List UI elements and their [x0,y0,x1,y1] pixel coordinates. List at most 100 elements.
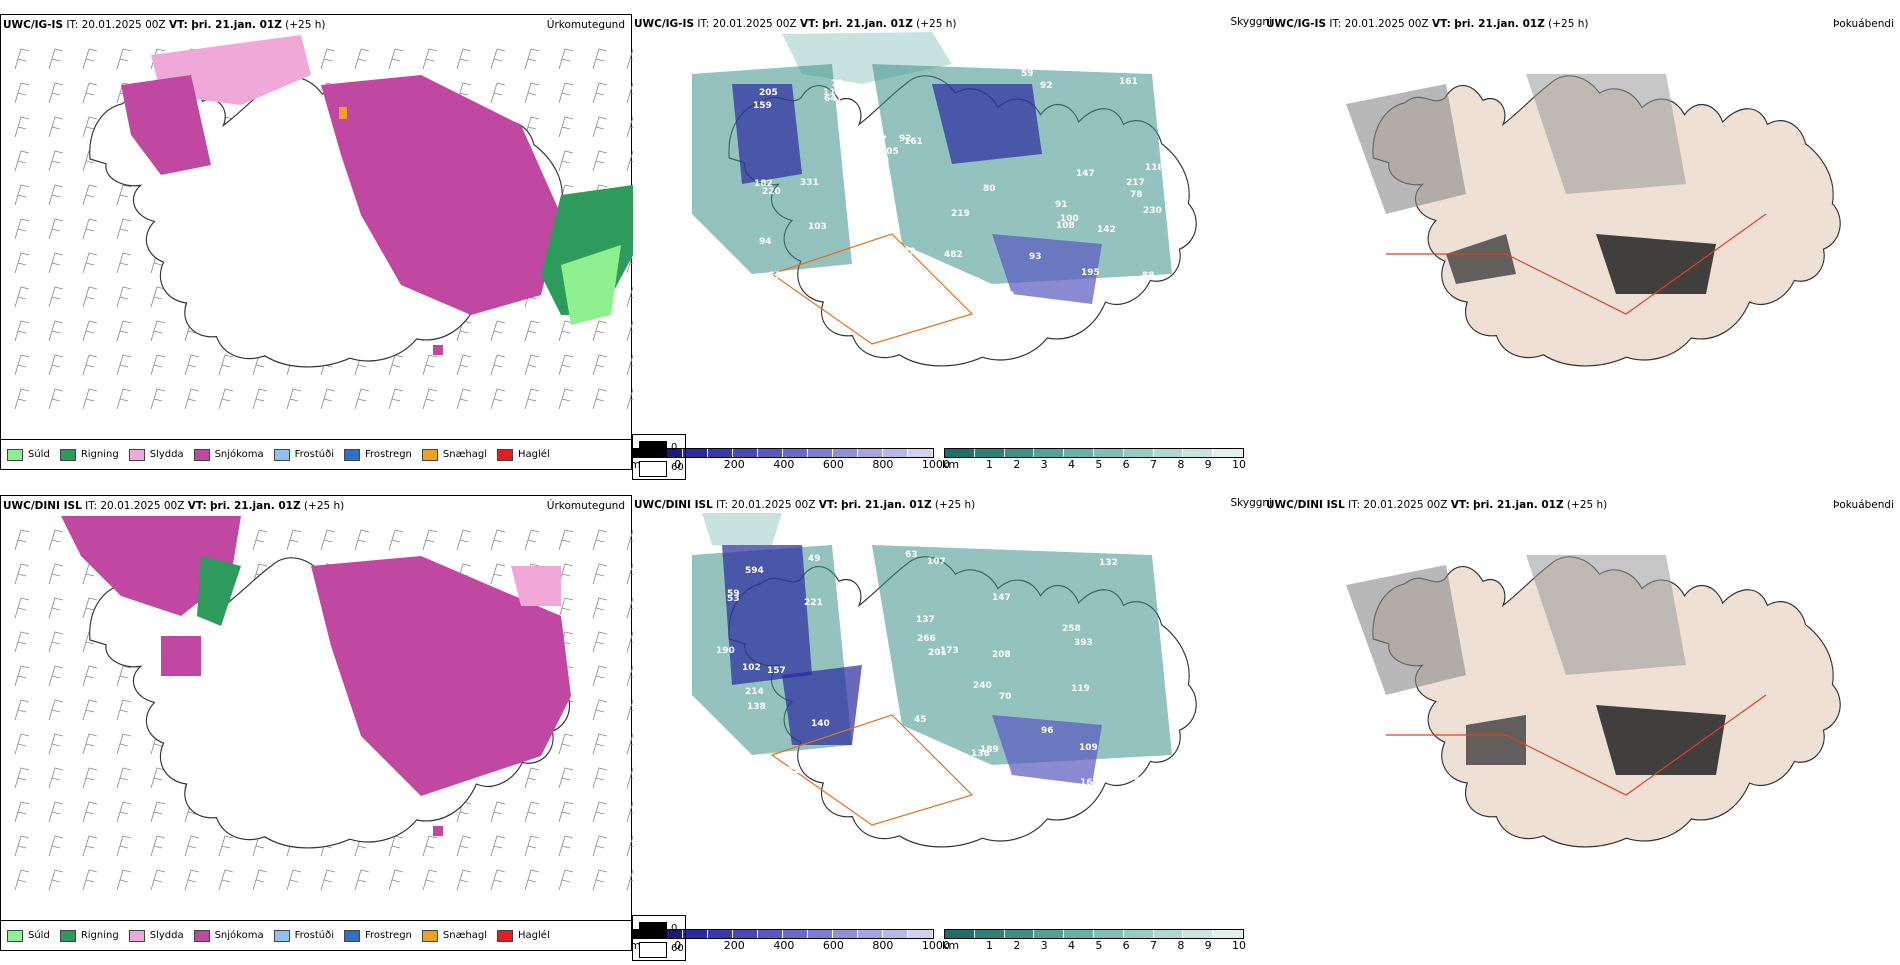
wind-barb [524,82,540,104]
ceiling-value-label: 104 [1121,774,1140,784]
colorbar-tick: 3 [1040,939,1048,952]
ceiling-value-label: 68 [849,765,862,775]
legend-item-drizzle: Súld [7,929,50,942]
wind-barb [388,354,404,376]
colorbar-cell [683,930,708,938]
low-vis-east [872,545,1172,765]
wind-barb [82,82,98,104]
wind-barb [558,354,574,376]
wind-barb [82,252,98,274]
precip-type-panel: UWC/IG-IS IT: 20.01.2025 00Z VT: þri. 21… [0,14,633,470]
road-network [1386,694,1767,796]
ceiling-value-label: 70 [999,692,1012,702]
wind-barb [558,116,574,138]
snow-spot-2 [433,826,443,836]
ceiling-value-label: 109 [1079,743,1098,753]
vt-label: VT: [168,19,188,31]
ceiling-value-label: 166 [1080,778,1099,788]
wind-barb [82,354,98,376]
wind-barb [48,116,64,138]
ceiling-value-labels: 190 107 258 92 59 104 157 147 137 132 173 119 63 53 22… [716,550,1177,788]
ceiling-value-labels: 91 78 136 71 161 195 94 92 157 164 159 182 205 88 229 1… [753,69,1183,301]
wind-barb [524,388,540,410]
wind-barb [490,835,506,857]
wind-barb [592,48,608,70]
colorbar-tick: 10 [1232,458,1246,471]
vt-value: þri. 21.jan. 01Z [822,18,913,30]
ceiling-value-label: 142 [1097,225,1116,235]
wind-barb [524,48,540,70]
wind-barb [626,286,633,308]
wind-barb [558,388,574,410]
wind-barb [14,150,30,172]
colorbar-tick: 7 [1150,458,1157,471]
wind-barb [48,252,64,274]
ceiling-value-label: 594 [745,566,764,576]
wind-barb [354,529,370,551]
colorbar-cell [733,930,758,938]
ceiling-value-label: 136 [769,271,788,281]
wind-barb [558,835,574,857]
wind-barb [626,320,633,342]
colorbar-tick: 400 [773,939,795,952]
panel-header: UWC/DINI ISL IT: 20.01.2025 00Z VT: þri.… [634,499,975,511]
low-ceiling-1 [732,84,802,184]
legend-item-drizzle: Súld [7,448,50,461]
precip-type-map [14,516,633,891]
wind-barb [626,665,633,687]
wind-barb [558,869,574,891]
vt-value: þri. 21.jan. 01Z [210,500,301,512]
snow-area-2 [311,556,571,796]
wind-barb [48,218,64,240]
colorbar-cell [733,449,758,457]
wind-barb [82,801,98,823]
wind-barb [592,699,608,721]
colorbar-cell [783,930,808,938]
ceiling-value-label: 162 [1158,580,1177,590]
wind-barb [48,388,64,410]
wind-barb [422,48,438,70]
colorbar-cell [1034,449,1065,457]
wind-barb [626,252,633,274]
wind-barb [48,835,64,857]
ceiling-value-label: 49 [808,554,821,564]
wind-barb [354,48,370,70]
legend-swatch [7,448,23,461]
wind-barb [48,354,64,376]
wind-barb [422,354,438,376]
legend-swatch [128,929,145,942]
ceiling-value-label: 59 [727,589,740,599]
colorbar-cell [1034,930,1065,938]
colorbar-cell [658,930,683,938]
ceiling-value-label: 91 [969,277,982,287]
legend-item-sleet: Slydda [128,929,184,942]
wind-barb [592,631,608,653]
it-label: IT: [66,19,79,31]
wind-barb [116,767,132,789]
wind-barb [592,733,608,755]
colorbar-tick: 0 [674,458,682,471]
ceiling-value-label: 221 [804,598,823,608]
legend-swatch [497,448,514,461]
colorbar-cell [858,449,883,457]
colorbar-cell [908,930,933,938]
wind-barb [116,286,132,308]
wind-barb [14,48,30,70]
wind-barb [524,767,540,789]
wind-barb [626,388,633,410]
it-label: IT: [85,500,98,512]
road-network [1386,213,1767,315]
wind-barb [14,597,30,619]
wind-barb [48,699,64,721]
colorbar-tick: 0 [674,939,682,952]
it-label: IT: [1329,18,1342,30]
colorbar-cell [974,449,1005,457]
panel-header: UWC/IG-IS IT: 20.01.2025 00Z VT: þri. 21… [1266,18,1589,30]
model-name: UWC/IG-IS [3,19,64,31]
colorbar-tick: 3 [1040,458,1048,471]
panel-type-label: Skyggni [1230,497,1273,509]
wind-barb [48,48,64,70]
vt-label: VT: [799,18,819,30]
model-name: UWC/DINI ISL [1266,499,1345,511]
it-value: 20.01.2025 00Z [100,500,185,512]
